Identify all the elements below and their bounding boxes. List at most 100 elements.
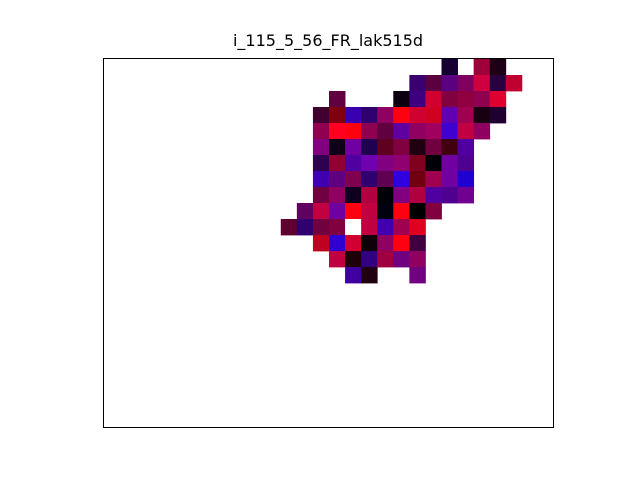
- heatmap-cell: [329, 107, 346, 124]
- heatmap-cell: [393, 251, 410, 268]
- heatmap-cell: [329, 155, 346, 172]
- heatmap-cell: [489, 59, 507, 76]
- heatmap-cell: [457, 91, 475, 108]
- heatmap-cell: [441, 59, 458, 76]
- heatmap-cell: [441, 187, 458, 204]
- heatmap-cell: [361, 203, 378, 220]
- heatmap-cell: [345, 267, 362, 284]
- heatmap-cell: [345, 187, 362, 204]
- heatmap-cell: [345, 155, 362, 172]
- heatmap-cell: [457, 171, 475, 188]
- heatmap-cell: [393, 91, 410, 108]
- heatmap-cell: [409, 123, 426, 140]
- heatmap-cell: [329, 251, 346, 268]
- heatmap-cell: [329, 187, 346, 204]
- heatmap-cell: [361, 267, 378, 284]
- heatmap-cell: [425, 171, 442, 188]
- heatmap-cell: [345, 219, 362, 236]
- heatmap-cell: [312, 139, 330, 156]
- heatmap-cell: [345, 235, 362, 252]
- heatmap-cell: [409, 155, 426, 172]
- heatmap-cell: [377, 139, 394, 156]
- heatmap-cell: [377, 171, 394, 188]
- heatmap-cell: [296, 219, 314, 236]
- heatmap-cell: [329, 235, 346, 252]
- heatmap-cell: [393, 235, 410, 252]
- heatmap-cell: [329, 171, 346, 188]
- heatmap-cell: [473, 91, 491, 108]
- heatmap-cell: [425, 91, 442, 108]
- heatmap-cell: [409, 107, 426, 124]
- heatmap-cell: [489, 91, 507, 108]
- heatmap-cell: [377, 219, 394, 236]
- heatmap-cell: [361, 171, 378, 188]
- heatmap-cell: [425, 155, 442, 172]
- heatmap-cell: [312, 187, 330, 204]
- heatmap-cell: [393, 107, 410, 124]
- heatmap-cell: [377, 155, 394, 172]
- heatmap-cell: [377, 235, 394, 252]
- heatmap-cell: [329, 91, 346, 108]
- heatmap-cell: [425, 123, 442, 140]
- heatmap-cell: [425, 187, 442, 204]
- heatmap-cell: [505, 75, 523, 92]
- heatmap-cell: [312, 203, 330, 220]
- heatmap-cell: [441, 155, 458, 172]
- heatmap-cell: [457, 75, 475, 92]
- heatmap-cell: [425, 75, 442, 92]
- heatmap-cell: [409, 91, 426, 108]
- heatmap-cell: [409, 267, 426, 284]
- heatmap-cell: [312, 155, 330, 172]
- heatmap-cell: [393, 155, 410, 172]
- heatmap-cell: [345, 139, 362, 156]
- heatmap-cell: [409, 219, 426, 236]
- heatmap-cell: [345, 107, 362, 124]
- heatmap-cell: [361, 139, 378, 156]
- heatmap-cell: [345, 203, 362, 220]
- heatmap-cell: [393, 139, 410, 156]
- heatmap-cell: [280, 219, 298, 236]
- heatmap-cell: [329, 123, 346, 140]
- heatmap-cell: [441, 75, 458, 92]
- heatmap-cell: [312, 171, 330, 188]
- heatmap-cell: [441, 107, 458, 124]
- heatmap-cell: [361, 123, 378, 140]
- heatmap-cell: [473, 59, 491, 76]
- heatmap-cell: [296, 203, 314, 220]
- heatmap-cell: [377, 107, 394, 124]
- heatmap-cell: [393, 123, 410, 140]
- heatmap-cell: [312, 235, 330, 252]
- heatmap-cell: [457, 155, 475, 172]
- heatmap-cell: [393, 203, 410, 220]
- heatmap-cell: [312, 107, 330, 124]
- heatmap-cell: [361, 187, 378, 204]
- heatmap-cell: [393, 171, 410, 188]
- chart-title: i_115_5_56_FR_lak515d: [232, 31, 424, 50]
- heatmap-cells: [280, 59, 523, 284]
- heatmap-cell: [457, 139, 475, 156]
- heatmap-cell: [393, 219, 410, 236]
- heatmap-cell: [361, 219, 378, 236]
- heatmap-cell: [361, 155, 378, 172]
- heatmap-cell: [329, 219, 346, 236]
- heatmap-cell: [473, 107, 491, 124]
- heatmap-cell: [457, 107, 475, 124]
- heatmap-cell: [441, 123, 458, 140]
- heatmap-cell: [409, 139, 426, 156]
- heatmap-cell: [409, 251, 426, 268]
- heatmap-cell: [409, 235, 426, 252]
- heatmap-cell: [425, 107, 442, 124]
- heatmap-cell: [473, 123, 491, 140]
- heatmap-cell: [457, 187, 475, 204]
- heatmap-cell: [409, 187, 426, 204]
- heatmap-cell: [345, 251, 362, 268]
- heatmap-cell: [473, 75, 491, 92]
- heatmap-cell: [441, 139, 458, 156]
- heatmap-cell: [377, 203, 394, 220]
- heatmap-cell: [489, 75, 507, 92]
- heatmap-cell: [361, 107, 378, 124]
- heatmap-cell: [441, 171, 458, 188]
- heatmap-cell: [361, 251, 378, 268]
- plot-frame: [103, 58, 554, 428]
- heatmap-cell: [377, 187, 394, 204]
